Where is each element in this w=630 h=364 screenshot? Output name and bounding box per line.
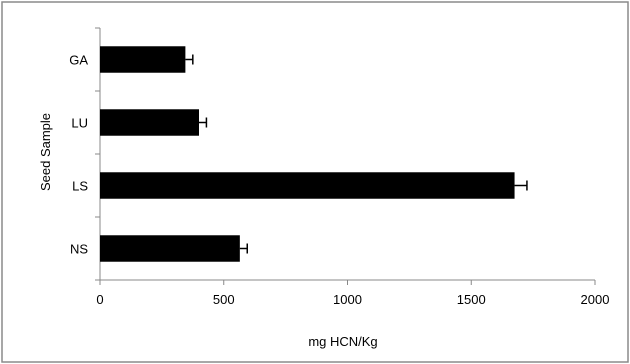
y-tick-label-lu: LU xyxy=(71,116,88,131)
x-tick-label-1000: 1000 xyxy=(333,292,362,307)
bars-group xyxy=(100,46,515,262)
x-tick-labels: 0 500 1000 1500 2000 xyxy=(96,280,609,307)
y-tick-label-ls: LS xyxy=(72,179,88,194)
y-tick-label-ga: GA xyxy=(69,53,88,68)
x-tick-label-2000: 2000 xyxy=(581,292,610,307)
bar-ls xyxy=(100,172,515,199)
y-tick-labels: GA LU LS NS xyxy=(69,27,100,281)
bar-ns xyxy=(100,235,240,262)
y-axis-label: Seed Sample xyxy=(38,113,53,191)
y-tick-label-ns: NS xyxy=(70,242,88,257)
x-tick-label-1500: 1500 xyxy=(457,292,486,307)
bar-ga xyxy=(100,46,186,73)
error-bars-group xyxy=(185,54,528,254)
x-axis-label: mg HCN/Kg xyxy=(308,334,377,349)
bar-lu xyxy=(100,109,199,136)
x-tick-label-0: 0 xyxy=(96,292,103,307)
x-tick-label-500: 500 xyxy=(213,292,235,307)
